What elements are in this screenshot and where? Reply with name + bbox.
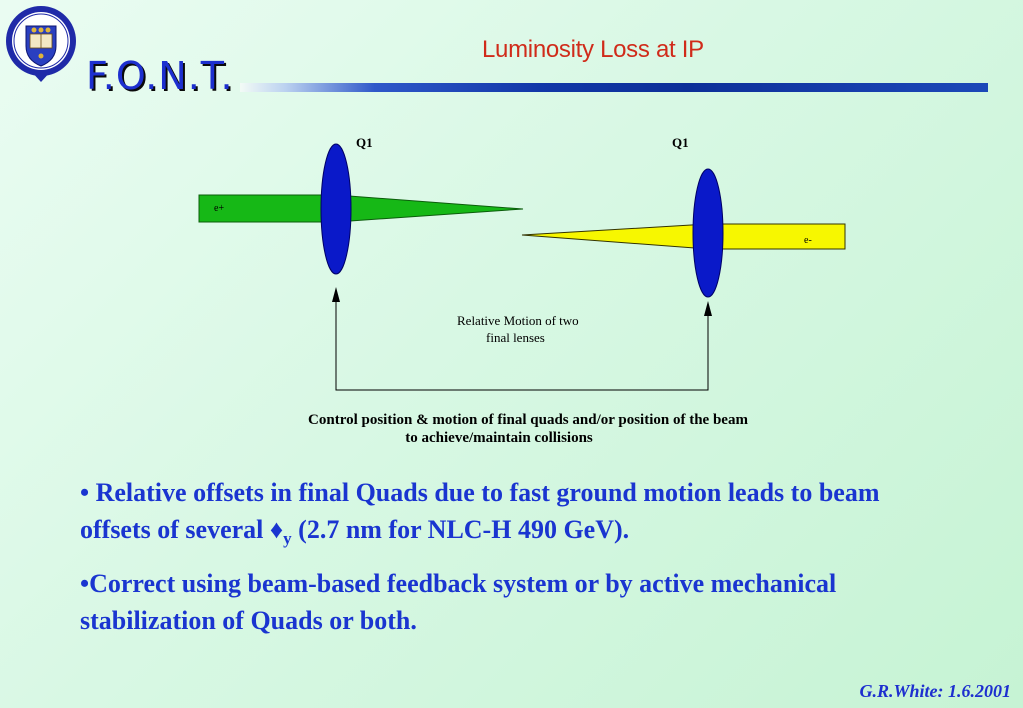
right-quad-lens [692,168,724,298]
eplus-beam [198,194,524,223]
relative-motion-label-line2: final lenses [486,330,545,345]
right-arrowhead [704,301,712,316]
diagram-caption-line2: to achieve/maintain collisions [405,430,593,446]
relative-motion-label-line1: Relative Motion of two [457,313,579,328]
q1-right-label: Q1 [672,135,689,150]
sigma-subscript: y [283,529,292,548]
author-date-footer: G.R.White: 1.6.2001 [859,681,1011,701]
bullet-item: •Correct using beam-based feedback syste… [80,565,950,639]
bullet-text: •Correct using beam-based feedback syste… [80,569,837,635]
relative-motion-link [335,292,709,391]
eplus-label: e+ [214,203,224,214]
diagram-caption-line1: Control position & motion of final quads… [308,412,748,428]
q1-left-label: Q1 [356,135,373,150]
left-quad-lens [320,143,352,275]
eminus-beam [521,223,846,250]
left-arrowhead [332,287,340,302]
beam-lens-diagram: e+ e- Q1 Q1 Relative Motion of two final… [198,135,846,446]
slide-title: Luminosity Loss at IP [482,36,704,63]
bullet-list: • Relative offsets in final Quads due to… [80,474,950,647]
eminus-label: e- [804,235,812,246]
font-title: F.O.N.T. [86,54,234,98]
bullet-text: (2.7 nm for NLC-H 490 GeV). [291,515,630,544]
sigma-symbol: ♦ [269,515,284,544]
university-crest-logo [6,6,76,82]
bullet-text: • Relative offsets in final Quads due to… [80,478,880,544]
bullet-item: • Relative offsets in final Quads due to… [80,474,950,557]
title-underline-bar [240,83,988,92]
